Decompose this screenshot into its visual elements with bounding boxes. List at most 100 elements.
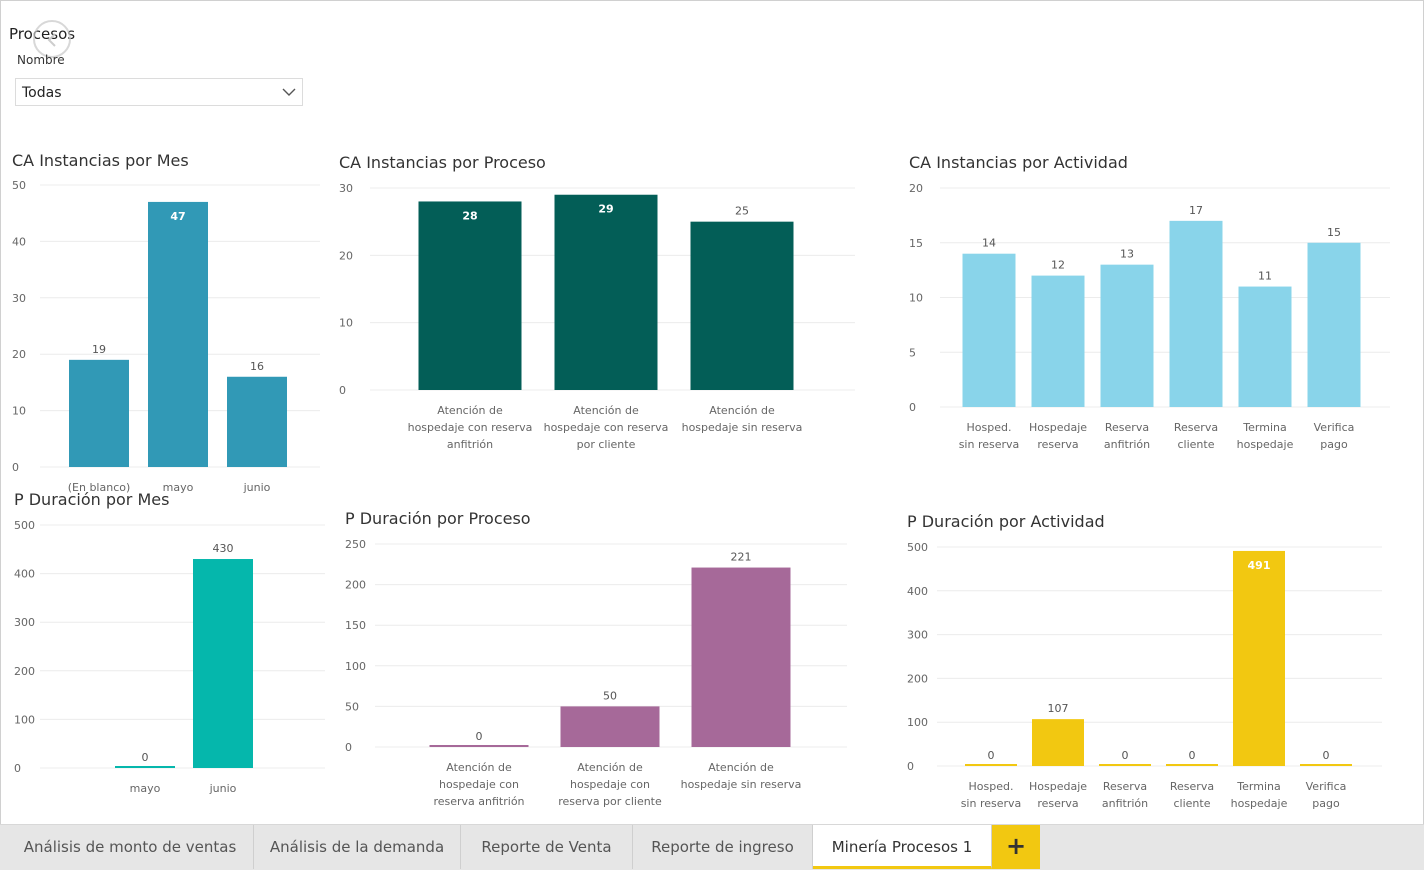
x-tick-label: pago — [1320, 438, 1348, 451]
data-label: 17 — [1189, 204, 1203, 217]
bar — [691, 567, 791, 747]
x-tick-label: Hospedaje — [1029, 421, 1087, 434]
chart-title: P Duración por Mes — [14, 490, 170, 509]
bar — [193, 559, 253, 768]
chart-title: CA Instancias por Mes — [12, 151, 189, 170]
chart-p-duracion-por-proceso[interactable]: P Duración por Proceso 0 50 100 150 200 250 0 A… — [335, 500, 865, 820]
x-tick-label: Reserva — [1105, 421, 1149, 434]
y-tick-label: 50 — [345, 700, 359, 713]
y-tick-label: 100 — [345, 660, 366, 673]
x-tick-label: hospedaje con reserva — [544, 421, 669, 434]
x-tick-label: reserva por cliente — [558, 795, 662, 808]
y-tick-label: 250 — [345, 538, 366, 551]
x-tick-label: reserva — [1037, 438, 1078, 451]
bar — [418, 201, 522, 390]
slicer-selected-value: Todas — [22, 85, 62, 101]
x-tick-label: Termina — [1236, 780, 1280, 793]
x-tick-label: Reserva — [1174, 421, 1218, 434]
data-label: 16 — [250, 360, 264, 373]
chart-plot: 0 10 20 30 28 Atención de hospedaje con reserv… — [339, 182, 855, 451]
x-tick-label: mayo — [163, 481, 194, 494]
y-tick-label: 5 — [909, 346, 916, 359]
y-tick-label: 300 — [14, 616, 35, 629]
bar — [690, 221, 794, 390]
y-tick-label: 0 — [12, 461, 19, 474]
y-tick-label: 0 — [907, 760, 914, 773]
x-tick-label: (En blanco) — [68, 481, 131, 494]
chart-title: CA Instancias por Actividad — [909, 153, 1128, 172]
x-tick-label: junio — [209, 782, 237, 795]
chart-ca-instancias-por-actividad[interactable]: CA Instancias por Actividad 0 5 10 15 20 14 Ho… — [900, 140, 1400, 470]
tab-mineria-procesos-1[interactable]: Minería Procesos 1 — [813, 825, 992, 869]
bar — [227, 376, 287, 467]
y-tick-label: 30 — [12, 292, 26, 305]
data-label: 430 — [213, 542, 234, 555]
bar — [554, 194, 658, 390]
data-label: 14 — [982, 237, 996, 250]
data-label: 491 — [1248, 559, 1271, 572]
data-label: 50 — [603, 689, 617, 702]
x-tick-label: cliente — [1178, 438, 1215, 451]
y-tick-label: 0 — [345, 741, 352, 754]
add-page-button[interactable]: + — [992, 825, 1040, 869]
chart-ca-instancias-por-mes[interactable]: CA Instancias por Mes 0 10 20 30 40 50 19 (En b… — [0, 140, 330, 494]
x-tick-label: Hospedaje — [1029, 780, 1087, 793]
data-label: 221 — [731, 551, 752, 564]
chart-p-duracion-por-actividad[interactable]: P Duración por Actividad 0 100 200 300 400 50… — [897, 502, 1397, 820]
y-tick-label: 400 — [907, 585, 928, 598]
x-tick-label: anfitrión — [1104, 438, 1150, 451]
data-label: 0 — [1323, 749, 1330, 762]
bar — [148, 201, 208, 468]
x-tick-label: reserva — [1037, 797, 1078, 810]
bar — [1300, 764, 1352, 766]
x-tick-label: Termina — [1242, 421, 1286, 434]
chart-plot: 0 100 200 300 400 500 0 mayo 430 junio — [14, 519, 325, 795]
chart-ca-instancias-por-proceso[interactable]: CA Instancias por Proceso 0 10 20 30 28 Atenc… — [330, 140, 870, 470]
x-tick-label: sin reserva — [961, 797, 1022, 810]
back-button[interactable] — [33, 20, 71, 58]
y-tick-label: 100 — [14, 713, 35, 726]
slicer-field-label: Nombre — [17, 53, 65, 67]
bar — [1307, 242, 1361, 407]
y-tick-label: 15 — [909, 237, 923, 250]
bar — [115, 766, 175, 768]
bar — [1099, 764, 1151, 766]
y-tick-label: 200 — [345, 579, 366, 592]
chart-p-duracion-por-mes[interactable]: P Duración por Mes 0 100 200 300 400 500 0 mayo… — [0, 480, 330, 820]
y-tick-label: 0 — [339, 384, 346, 397]
x-tick-label: anfitrión — [1102, 797, 1148, 810]
x-tick-label: junio — [243, 481, 271, 494]
x-tick-label: Hosped. — [967, 421, 1012, 434]
x-tick-label: Atención de — [446, 761, 512, 774]
tab-analisis-demanda[interactable]: Análisis de la demanda — [254, 825, 461, 869]
chart-title: P Duración por Actividad — [907, 512, 1105, 531]
x-tick-label: hospedaje con — [570, 778, 650, 791]
bar — [1166, 764, 1218, 766]
tab-analisis-monto-ventas[interactable]: Análisis de monto de ventas — [7, 825, 254, 869]
x-tick-label: por cliente — [577, 438, 636, 451]
data-label: 19 — [92, 343, 106, 356]
x-tick-label: Reserva — [1170, 780, 1214, 793]
data-label: 0 — [1189, 749, 1196, 762]
x-tick-label: cliente — [1174, 797, 1211, 810]
bar — [1100, 264, 1154, 407]
y-tick-label: 500 — [14, 519, 35, 532]
y-tick-label: 10 — [909, 292, 923, 305]
tab-reporte-ingreso[interactable]: Reporte de ingreso — [633, 825, 813, 869]
chart-title: CA Instancias por Proceso — [339, 153, 546, 172]
y-tick-label: 10 — [12, 405, 26, 418]
x-tick-label: Verifica — [1306, 780, 1347, 793]
x-tick-label: Atención de — [577, 761, 643, 774]
bar — [962, 253, 1016, 407]
x-tick-label: Atención de — [709, 404, 775, 417]
y-tick-label: 40 — [12, 235, 26, 248]
bar — [965, 764, 1017, 766]
bar — [1233, 550, 1285, 766]
data-label: 25 — [735, 205, 749, 218]
x-tick-label: hospedaje sin reserva — [681, 778, 802, 791]
y-tick-label: 500 — [907, 541, 928, 554]
slicer-dropdown[interactable]: Todas — [15, 78, 303, 106]
y-tick-label: 200 — [907, 672, 928, 685]
x-tick-label: reserva anfitrión — [433, 795, 524, 808]
tab-reporte-venta[interactable]: Reporte de Venta — [461, 825, 633, 869]
